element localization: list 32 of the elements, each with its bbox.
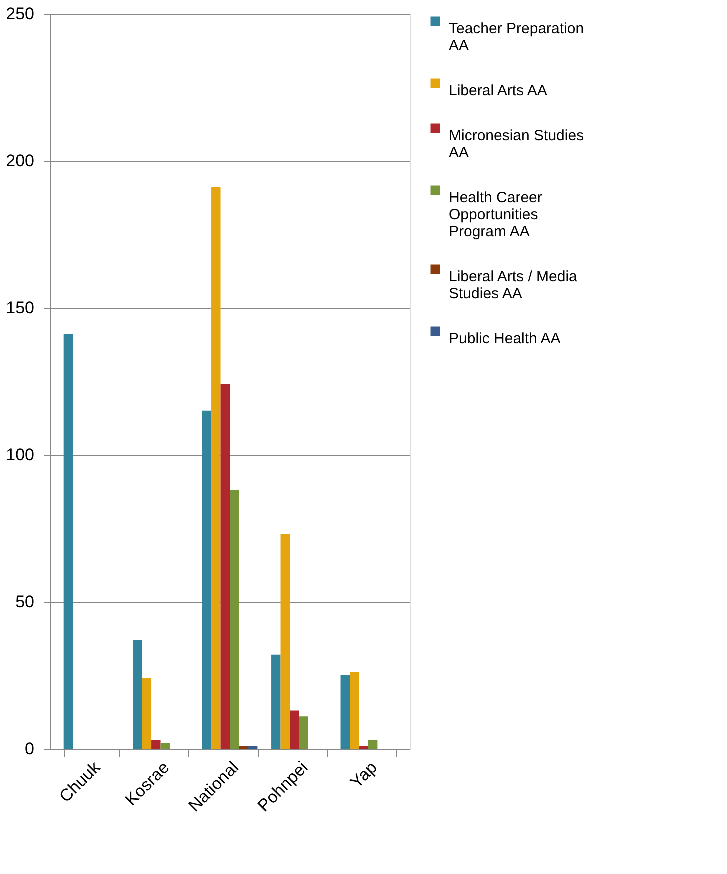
legend-label: Public Health AA [449, 330, 561, 348]
bar [64, 334, 74, 749]
y-tick-label: 0 [25, 740, 34, 758]
x-tick-label: Yap [347, 758, 381, 792]
bar [350, 672, 360, 749]
bar [368, 740, 378, 749]
legend-label: Teacher Preparation AA [449, 20, 584, 54]
y-tick-label: 50 [16, 592, 34, 612]
legend-label: Health Career Opportunities Program AA [449, 190, 542, 240]
bar [359, 746, 368, 749]
legend-label: Liberal Arts AA [449, 82, 548, 100]
bar [239, 746, 248, 749]
bar [340, 676, 350, 749]
bar [280, 534, 290, 749]
bar [290, 710, 300, 749]
bar [133, 640, 142, 749]
bar [160, 743, 170, 749]
bar [212, 187, 221, 749]
bar [230, 490, 240, 749]
bar [202, 410, 212, 749]
y-tick-label: 100 [6, 446, 34, 464]
y-tick-label: 250 [6, 4, 34, 24]
legend-label: Liberal Arts / Media Studies AA [449, 268, 578, 302]
y-tick-label: 200 [6, 152, 34, 170]
bar [142, 678, 152, 749]
y-tick-label: 150 [6, 298, 34, 318]
legend-label: Micronesian Studies AA [449, 128, 584, 162]
bar [299, 716, 308, 749]
bar [220, 384, 230, 749]
bar [272, 654, 281, 749]
bar [248, 746, 258, 749]
bar [152, 740, 161, 749]
